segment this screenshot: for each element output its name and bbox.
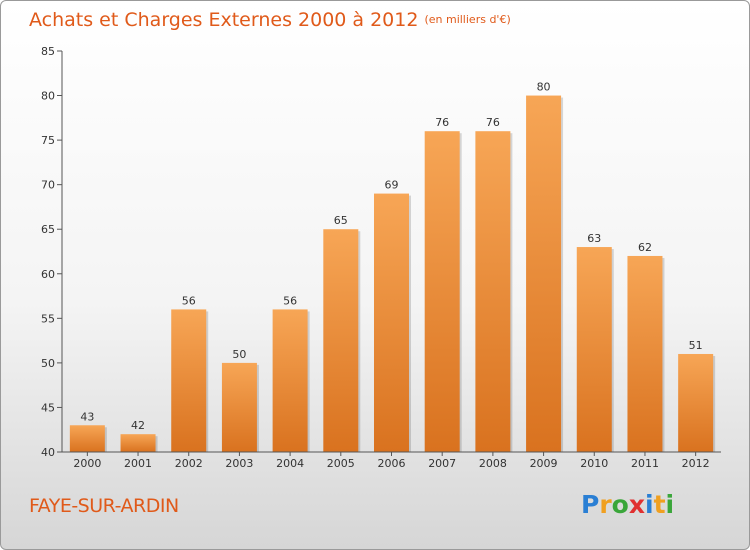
x-tick-label: 2000 — [73, 457, 101, 470]
bar — [627, 255, 663, 452]
bar — [576, 247, 612, 452]
y-tick-label: 70 — [41, 179, 55, 192]
x-tick-label: 2006 — [378, 457, 406, 470]
bars: 43 42 56 50 56 65 69 76 76 80 63 62 51 — [69, 81, 716, 453]
bar — [272, 309, 308, 452]
chart-title: Achats et Charges Externes 2000 à 2012 (e… — [29, 9, 511, 31]
x-tick-label: 2008 — [479, 457, 507, 470]
bar — [374, 193, 409, 453]
logo-letter: P — [581, 490, 600, 519]
y-tick-label: 60 — [41, 268, 55, 281]
chart-title-text: Achats et Charges Externes 2000 à 2012 — [29, 9, 419, 31]
bar-value-label: 42 — [131, 419, 145, 432]
bar — [221, 362, 257, 452]
logo-letter: t — [653, 490, 666, 519]
y-tick-label: 65 — [41, 223, 55, 236]
y-tick-label: 55 — [41, 312, 55, 325]
bar-value-label: 76 — [486, 116, 500, 129]
bar-value-label: 62 — [638, 241, 652, 254]
bar-value-label: 50 — [232, 348, 246, 361]
logo-letter: i — [665, 490, 675, 519]
bar — [323, 229, 359, 452]
y-tick-label: 50 — [41, 357, 55, 370]
y-axis: 40 45 50 55 60 65 70 75 80 85 — [41, 45, 63, 459]
y-tick-label: 45 — [41, 401, 55, 414]
bar-value-label: 43 — [80, 410, 94, 423]
logo-letter: i — [645, 490, 654, 519]
x-tick-label: 2012 — [682, 457, 710, 470]
y-tick-label: 85 — [41, 45, 55, 58]
bar — [475, 131, 511, 452]
bar — [69, 425, 105, 452]
x-axis: 2000 2001 2002 2003 2004 2005 2006 2007 2008 2009… — [62, 451, 721, 470]
x-tick-label: 2001 — [124, 457, 152, 470]
logo-letter: r — [599, 490, 612, 519]
commune-name: FAYE-SUR-ARDIN — [29, 495, 179, 517]
bar — [171, 309, 207, 452]
x-tick-label: 2005 — [327, 457, 355, 470]
bar-value-label: 51 — [689, 339, 703, 352]
logo-letter: o — [611, 490, 629, 519]
bar — [526, 95, 562, 453]
bar-value-label: 65 — [334, 214, 348, 227]
x-tick-label: 2002 — [175, 457, 203, 470]
y-tick-label: 40 — [41, 446, 55, 459]
y-tick-label: 80 — [41, 90, 55, 103]
bar-value-label: 80 — [537, 81, 551, 94]
bar — [678, 353, 714, 452]
x-tick-label: 2009 — [530, 457, 558, 470]
x-tick-label: 2011 — [631, 457, 659, 470]
bar-value-label: 63 — [587, 232, 601, 245]
y-tick-label: 75 — [41, 134, 55, 147]
x-tick-label: 2004 — [276, 457, 304, 470]
bar-value-label: 76 — [435, 116, 449, 129]
bar-value-label: 56 — [283, 294, 297, 307]
bar — [424, 131, 460, 452]
x-tick-label: 2007 — [428, 457, 456, 470]
proxiti-logo: Proxiti — [581, 490, 674, 519]
x-tick-label: 2003 — [225, 457, 253, 470]
bar-value-label: 69 — [385, 179, 399, 192]
chart-subtitle: (en milliers d'€) — [424, 13, 511, 26]
x-tick-label: 2010 — [580, 457, 608, 470]
logo-letter: x — [628, 490, 645, 519]
bar-value-label: 56 — [182, 294, 196, 307]
bar — [120, 434, 156, 452]
